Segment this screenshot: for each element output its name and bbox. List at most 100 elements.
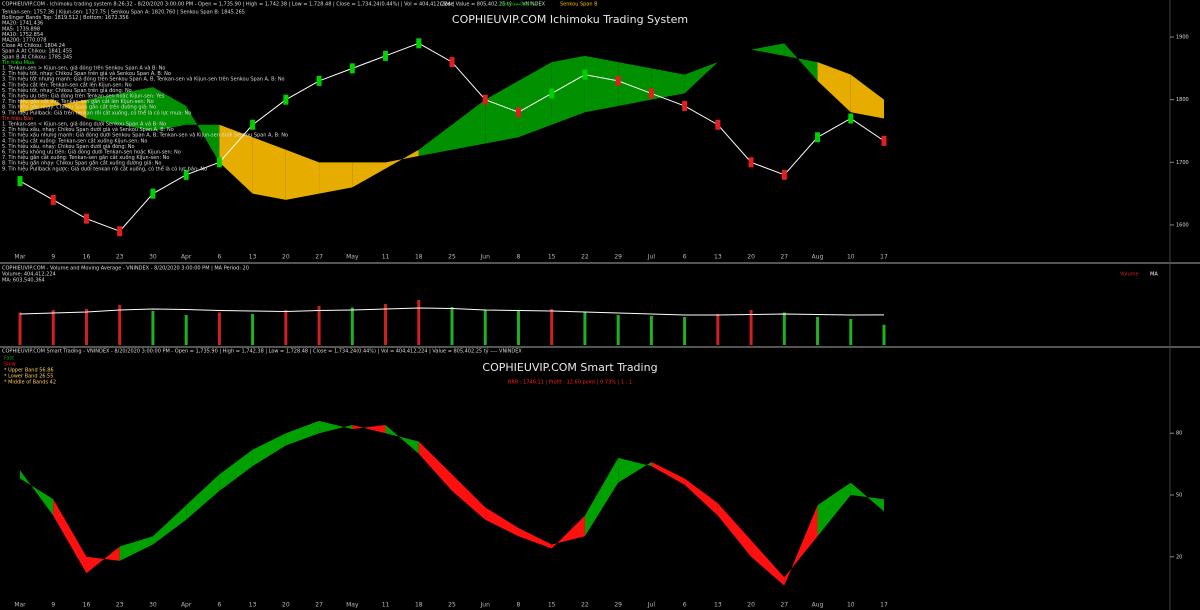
x-tick-label: 18 bbox=[415, 602, 423, 609]
x-tick-label: 13 bbox=[714, 254, 722, 261]
x-tick-label: 10 bbox=[847, 602, 855, 609]
volume-bar bbox=[749, 310, 753, 345]
indicator-line: MA10: 1752.854 bbox=[2, 32, 43, 38]
x-tick-label: 15 bbox=[548, 254, 556, 261]
cloud-segment bbox=[385, 149, 419, 169]
indicator-line: 4. Tín hiệu cắt lên: Tenkan-sen cắt lên … bbox=[2, 81, 132, 88]
volume-bar bbox=[350, 307, 354, 345]
volume-bar bbox=[118, 305, 122, 345]
candle bbox=[117, 226, 123, 237]
x-tick-label: May bbox=[346, 254, 359, 261]
candle bbox=[848, 113, 854, 124]
ribbon-segment bbox=[385, 424, 419, 454]
ribbon-segment bbox=[418, 441, 452, 491]
volume-bar bbox=[849, 319, 853, 345]
cloud-segment bbox=[751, 43, 785, 56]
x-tick-label: 9 bbox=[51, 254, 55, 261]
indicator-line: 1. Tenkan-sen < Kijun-sen, giá đóng dưới… bbox=[2, 121, 166, 128]
volume-bar bbox=[882, 324, 886, 345]
candle bbox=[815, 132, 821, 143]
x-tick-label: 16 bbox=[83, 602, 91, 609]
candle bbox=[17, 176, 23, 187]
x-tick-label: 22 bbox=[581, 254, 589, 261]
indicator-line: MA: 603,540,364 bbox=[2, 278, 45, 284]
volume-bar bbox=[716, 314, 720, 345]
volume-bar bbox=[649, 316, 653, 345]
cloud-segment bbox=[53, 99, 87, 119]
candle bbox=[250, 119, 256, 130]
candle bbox=[781, 169, 787, 180]
x-tick-label: 30 bbox=[149, 602, 157, 609]
volume-bar bbox=[18, 312, 22, 345]
x-tick-label: Jun bbox=[480, 254, 491, 261]
cloud-segment bbox=[551, 55, 585, 125]
legend-entry: Slow bbox=[4, 362, 16, 368]
candle bbox=[183, 169, 189, 180]
candle bbox=[482, 94, 488, 105]
x-tick-label: Aug bbox=[812, 602, 824, 609]
y-tick-label: 1600 bbox=[1176, 222, 1189, 228]
candle bbox=[383, 50, 389, 61]
header: COPHIEUVIP.COM - Volume and Moving Avera… bbox=[2, 266, 249, 272]
candle bbox=[648, 88, 654, 99]
volume-bar bbox=[516, 311, 520, 345]
indicator-line: 9. Tín hiệu Pullback: Giá trên tenkan rồ… bbox=[2, 108, 191, 116]
x-tick-label: 27 bbox=[780, 254, 788, 261]
volume-bar bbox=[51, 310, 55, 345]
x-tick-label: Jul bbox=[647, 254, 656, 261]
volume-bar bbox=[816, 317, 820, 345]
cloud-segment bbox=[252, 137, 286, 200]
cloud-segment bbox=[319, 162, 353, 194]
cloud-segment bbox=[485, 80, 519, 144]
cloud-segment bbox=[584, 55, 619, 113]
x-tick-label: 16 bbox=[83, 254, 91, 261]
x-tick-label: 13 bbox=[249, 602, 257, 609]
legend-entry: Volume bbox=[1120, 272, 1139, 278]
x-tick-label: Mar bbox=[14, 254, 26, 261]
x-tick-label: 6 bbox=[683, 602, 687, 609]
indicator-line: Tín hiệu Mua bbox=[1, 59, 34, 66]
volume-bar bbox=[284, 310, 288, 345]
volume-bar bbox=[384, 304, 388, 345]
indicator-line: 1. Tenkan-sen > Kijun-sen, giá đóng trên… bbox=[2, 65, 165, 72]
cloud-segment bbox=[784, 43, 818, 81]
ma-line bbox=[19, 307, 885, 316]
x-tick-label: 27 bbox=[315, 602, 323, 609]
volume-bar bbox=[483, 310, 487, 345]
y-tick-label: 80 bbox=[1176, 431, 1182, 437]
candle bbox=[283, 94, 289, 105]
x-tick-label: 27 bbox=[315, 254, 323, 261]
ribbon-segment bbox=[751, 540, 785, 586]
indicator-line: 5. Tín hiệu tốt, nhạy: Chikou Span trên … bbox=[2, 87, 132, 94]
indicator-line: 3. Tín hiệu tốt nhưng mạnh: Giá đóng trê… bbox=[2, 76, 285, 83]
x-tick-label: 15 bbox=[548, 602, 556, 609]
indicator-line: MA5: 1739.898 bbox=[2, 26, 40, 32]
candle bbox=[615, 75, 621, 86]
x-tick-label: Jun bbox=[480, 602, 491, 609]
indicator-line: Tenkan-sen: 1757.36 | Kijun-sen: 1727.75… bbox=[1, 10, 245, 16]
candle bbox=[881, 135, 887, 146]
ribbon-segment bbox=[784, 505, 818, 586]
volume-bar bbox=[184, 315, 188, 345]
cloud-segment bbox=[219, 124, 253, 194]
indicator-line: 5. Tín hiệu xấu, nhạy: Chikou Span dưới … bbox=[2, 143, 135, 150]
cloud-segment bbox=[119, 87, 153, 131]
chart-title: COPHIEUVIP.COM Smart Trading bbox=[482, 361, 657, 374]
x-tick-label: 6 bbox=[683, 254, 687, 261]
indicator-line: Span B At Chikou: 1785.345 bbox=[2, 54, 72, 60]
x-tick-label: 9 bbox=[51, 602, 55, 609]
candle bbox=[582, 69, 588, 80]
ribbon-segment bbox=[584, 457, 619, 537]
indicator-line: 8. Tín hiệu gần nhạy: Chikou Span gần cắ… bbox=[2, 159, 162, 167]
indicator-line: Bollinger Bands Top: 1819.512 | Bottom: … bbox=[2, 15, 129, 21]
indicator-line: * Lower Band 26.55 bbox=[4, 374, 53, 380]
ribbon-segment bbox=[119, 536, 153, 561]
ribbon-segment bbox=[252, 433, 286, 467]
y-tick-label: 1700 bbox=[1176, 160, 1189, 166]
ribbon-segment bbox=[152, 505, 187, 545]
x-tick-label: 20 bbox=[747, 254, 755, 261]
x-tick-label: 20 bbox=[282, 602, 290, 609]
header: COPHIEUVIP.COM - Ichimoku trading system… bbox=[2, 1, 546, 8]
candle bbox=[549, 88, 555, 99]
header: COPHIEUVIP.COM Smart Trading - VNINDEX -… bbox=[2, 348, 522, 355]
